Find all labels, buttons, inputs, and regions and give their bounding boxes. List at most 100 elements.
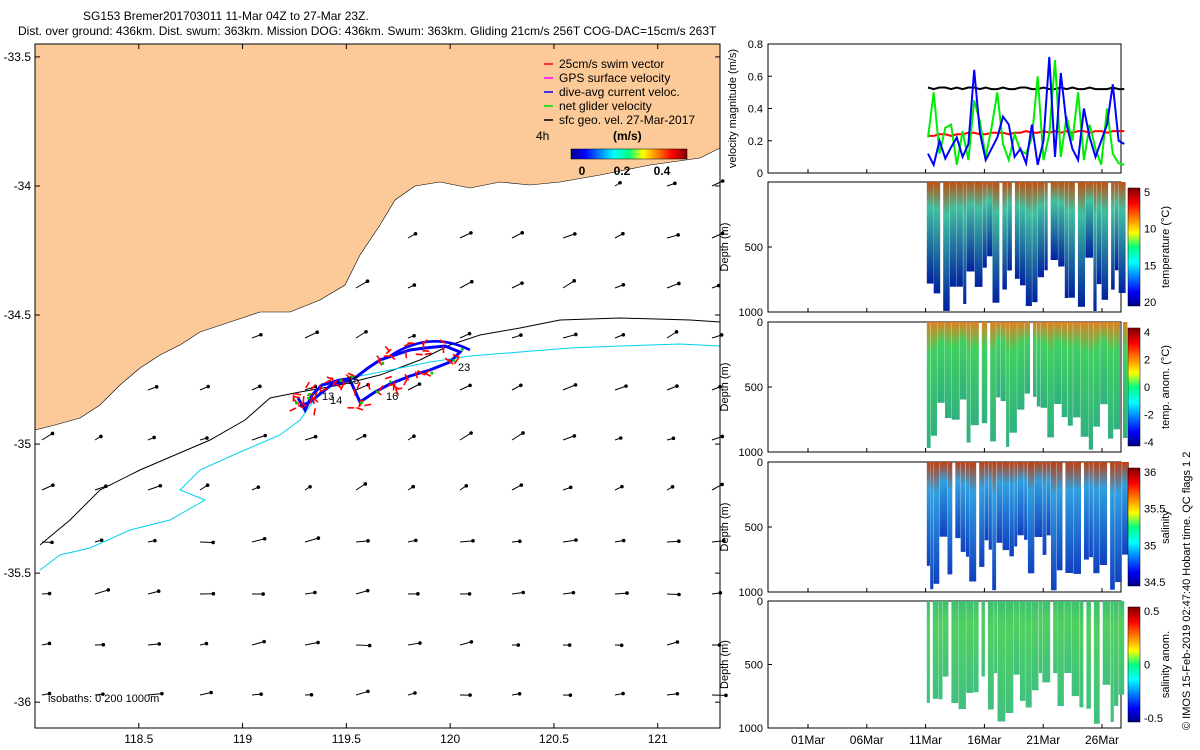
current-arrow xyxy=(711,540,724,543)
current-arrow-head xyxy=(519,383,523,388)
current-arrow xyxy=(355,384,369,391)
depth-tick-label: 500 xyxy=(745,242,763,254)
current-arrow-head xyxy=(413,691,417,695)
current-arrow-head xyxy=(364,329,368,334)
colorbar-label: temperature (°C) xyxy=(1160,206,1172,288)
current-arrow-head xyxy=(258,384,262,389)
section-profile xyxy=(1108,322,1114,439)
section-profile xyxy=(942,601,949,677)
section-profile xyxy=(1047,322,1054,438)
current-arrow-head xyxy=(464,484,469,488)
swim-vector xyxy=(416,369,424,376)
current-arrow xyxy=(304,537,319,543)
section-profile xyxy=(1024,462,1028,540)
swim-vector xyxy=(358,400,362,408)
section-profile xyxy=(1084,462,1089,560)
current-arrow-head xyxy=(467,331,472,336)
current-arrow-head xyxy=(468,383,472,388)
current-arrow-head xyxy=(366,539,370,543)
plot-title: SG153 Bremer201703011 11-Mar 04Z to 27-M… xyxy=(83,9,369,23)
section-profile xyxy=(1014,462,1018,547)
current-arrow-head xyxy=(417,382,422,386)
date-tick-label: 11Mar xyxy=(909,733,942,747)
current-arrow-head xyxy=(262,536,267,541)
velocity-y-tick-label: 0 xyxy=(757,168,763,180)
section-profile xyxy=(987,182,993,257)
current-arrow xyxy=(562,280,575,289)
section-profile xyxy=(981,601,985,677)
section-panel-salinity: 0 500 1000 Depth (m) 36 35.5 35 34.5 salinity xyxy=(720,457,1172,599)
section-profile xyxy=(1100,322,1108,405)
swim-vector xyxy=(404,351,408,359)
section-profile xyxy=(960,462,966,552)
section-profile xyxy=(939,462,948,537)
current-arrow-head xyxy=(521,431,525,435)
colorbar-tick-label: -0.5 xyxy=(1144,713,1163,725)
swim-vector xyxy=(367,382,371,390)
current-arrow xyxy=(94,589,109,595)
section-profile xyxy=(1093,601,1100,724)
current-arrow xyxy=(251,538,265,543)
current-arrow-head xyxy=(568,693,573,697)
current-arrow xyxy=(666,540,679,543)
current-arrow-head xyxy=(316,640,320,645)
section-profile xyxy=(933,182,941,294)
legend-label: sfc geo. vel. 27-Mar-2017 xyxy=(559,113,695,127)
current-arrow-head xyxy=(621,282,626,287)
current-arrow-head xyxy=(520,281,524,285)
current-arrow-head xyxy=(418,641,422,645)
section-profile xyxy=(997,601,1006,722)
current-arrow-head xyxy=(520,230,525,235)
section-profile xyxy=(1056,462,1063,571)
section-profile xyxy=(1115,462,1122,583)
section-profile xyxy=(926,601,930,703)
current-arrow xyxy=(94,485,107,491)
current-arrow-head xyxy=(160,691,164,696)
current-arrow-head xyxy=(308,484,312,489)
current-arrow xyxy=(666,331,677,339)
velocity-series xyxy=(927,86,1125,91)
isobath-200m xyxy=(39,317,721,546)
section-colorbar xyxy=(1127,606,1141,723)
velocity-y-label: velocity magnitude (m/s) xyxy=(727,49,739,168)
swim-vector xyxy=(444,357,451,364)
colorbar-label: salinity xyxy=(1160,510,1172,544)
section-profile xyxy=(988,462,992,550)
current-arrow-head xyxy=(313,434,318,439)
current-arrow-head xyxy=(154,385,159,389)
current-arrow xyxy=(355,590,368,595)
legend-label: dive-avg current veloc. xyxy=(559,85,680,99)
current-arrow-head xyxy=(205,483,210,488)
colorbar-tick-label: 0.5 xyxy=(1144,606,1159,618)
colorbar-tick-label: 0.4 xyxy=(654,164,671,178)
current-arrow-head xyxy=(719,333,724,337)
section-profile xyxy=(1042,601,1051,683)
section-profile xyxy=(963,182,967,304)
section-colorbar xyxy=(1127,187,1141,307)
current-arrow xyxy=(459,281,473,289)
current-arrow xyxy=(562,384,576,391)
section-profile xyxy=(1110,601,1114,722)
swim-vector xyxy=(347,372,355,377)
current-arrow xyxy=(711,435,723,441)
section-profile xyxy=(938,601,943,700)
section-profile xyxy=(950,182,957,287)
velocity-series xyxy=(927,60,1125,166)
current-arrow-head xyxy=(573,232,577,236)
x-tick-label: 118.5 xyxy=(124,732,153,746)
section-profile xyxy=(981,322,988,424)
section-profile xyxy=(1032,182,1038,303)
swim-vector xyxy=(356,406,364,411)
current-arrow xyxy=(666,234,679,239)
y-tick-label: -35.5 xyxy=(4,566,32,580)
section-profile xyxy=(1020,601,1026,701)
current-arrow-head xyxy=(412,283,417,287)
section-profile xyxy=(930,462,934,590)
section-profile xyxy=(987,601,994,710)
section-profile xyxy=(1024,322,1030,394)
current-arrow-head xyxy=(572,279,577,283)
current-arrow-head xyxy=(516,643,521,647)
current-arrow-head xyxy=(99,434,103,439)
current-arrow-head xyxy=(206,384,211,389)
swim-vector xyxy=(384,375,393,380)
